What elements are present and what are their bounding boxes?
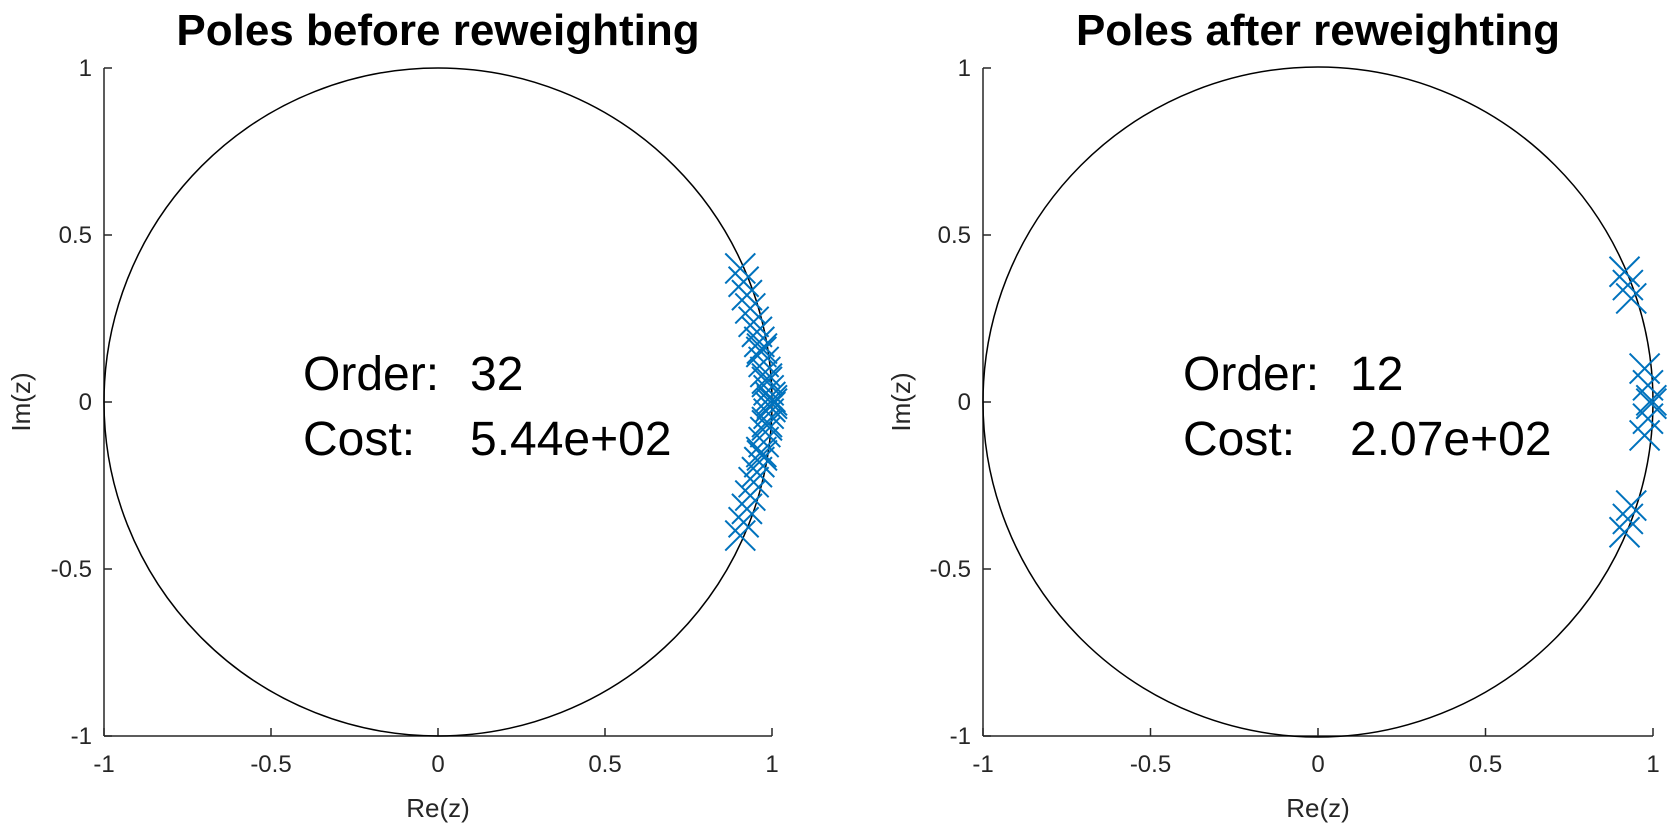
pole-marker <box>752 397 785 430</box>
pole-marker <box>731 279 763 311</box>
cost-value: 2.07e+02 <box>1350 413 1552 466</box>
pole-marker <box>1635 387 1668 420</box>
pole-marker <box>737 466 770 498</box>
pole-marker <box>751 362 783 395</box>
unit-circle <box>982 66 1654 738</box>
y-tick-label: -1 <box>71 723 92 750</box>
pole-markers <box>724 252 788 552</box>
x-axis-label: Re(z) <box>1286 793 1350 823</box>
x-tick-label: -0.5 <box>1130 751 1171 778</box>
pole-marker <box>1608 256 1641 288</box>
x-tick-label: -0.5 <box>250 751 291 778</box>
pole-marker <box>734 479 766 512</box>
pole-marker <box>1612 269 1644 301</box>
annotation: Order: 32 Cost: 5.44e+02 <box>303 348 672 466</box>
pole-marker <box>1632 402 1664 435</box>
pole-marker <box>741 456 773 488</box>
pole-marker <box>1615 489 1647 522</box>
order-label: Order: <box>303 348 439 401</box>
pole-marker <box>1615 282 1647 315</box>
pole-marker <box>1635 384 1668 417</box>
y-tick-label: -0.5 <box>51 556 92 583</box>
x-tick-label: 0.5 <box>588 751 621 778</box>
left-panel: Poles before reweighting -1 -0.5 0 0.5 1 -1-… <box>6 6 788 823</box>
pole-marker <box>756 387 788 420</box>
cost-label: Cost: <box>303 413 415 466</box>
order-label: Order: <box>1183 348 1319 401</box>
y-tick-label: 0.5 <box>938 222 971 249</box>
y-tick-label: 1 <box>79 55 92 82</box>
pole-marker <box>743 446 776 478</box>
y-axis-label: Im(z) <box>886 372 916 431</box>
y-tick-label: 0.5 <box>59 222 92 249</box>
cost-value: 5.44e+02 <box>470 413 672 466</box>
pole-marker <box>737 306 770 338</box>
pole-marker <box>746 332 778 365</box>
order-value: 32 <box>470 348 523 401</box>
pole-markers <box>1608 256 1668 548</box>
pole-marker <box>734 292 766 325</box>
pole-marker <box>1608 516 1641 548</box>
chart-title: Poles before reweighting <box>176 6 699 55</box>
pole-marker <box>724 519 756 552</box>
pole-marker <box>745 336 778 368</box>
x-ticks: -1 -0.5 0 0.5 1 <box>93 728 779 778</box>
right-panel: Poles after reweighting -1 -0.5 0 0.5 1 -1 -0… <box>886 6 1668 823</box>
y-tick-label: 1 <box>958 55 971 82</box>
pole-marker <box>751 406 783 438</box>
pole-marker <box>743 326 776 358</box>
x-axis-label: Re(z) <box>406 793 470 823</box>
x-tick-label: -1 <box>93 751 114 778</box>
pole-marker <box>745 436 778 468</box>
y-tick-label: -1 <box>950 723 971 750</box>
pole-marker <box>1612 503 1644 535</box>
x-tick-label: 0 <box>431 751 444 778</box>
x-tick-label: -1 <box>972 751 993 778</box>
y-ticks: -1 -0.5 0 0.5 1 <box>51 55 112 750</box>
pole-marker <box>746 439 778 472</box>
unit-circle <box>103 67 773 737</box>
axes <box>103 68 772 737</box>
pole-marker <box>751 366 783 398</box>
y-tick-label: -0.5 <box>930 556 971 583</box>
y-ticks: -1 -0.5 0 0.5 1 <box>930 55 991 750</box>
cost-label: Cost: <box>1183 413 1295 466</box>
pole-marker <box>741 316 773 348</box>
pole-marker <box>724 252 756 285</box>
y-tick-label: 0 <box>79 389 92 416</box>
pole-marker <box>754 391 787 423</box>
y-axis-label: Im(z) <box>6 372 36 431</box>
pole-marker <box>727 266 760 298</box>
x-tick-label: 0.5 <box>1469 751 1502 778</box>
pole-marker <box>727 506 760 538</box>
pole-marker <box>751 409 783 442</box>
x-ticks: -1 -0.5 0 0.5 1 <box>972 728 1660 778</box>
x-tick-label: 0 <box>1311 751 1324 778</box>
annotation: Order: 12 Cost: 2.07e+02 <box>1183 348 1552 466</box>
axes <box>982 68 1653 737</box>
x-tick-label: 1 <box>1646 751 1659 778</box>
chart-title: Poles after reweighting <box>1076 6 1560 55</box>
y-tick-label: 0 <box>958 389 971 416</box>
pole-marker <box>731 493 763 525</box>
pole-marker <box>754 381 787 413</box>
pole-marker <box>756 384 788 417</box>
pole-marker <box>752 374 785 407</box>
x-tick-label: 1 <box>765 751 778 778</box>
pole-marker <box>1632 369 1664 402</box>
order-value: 12 <box>1350 348 1403 401</box>
